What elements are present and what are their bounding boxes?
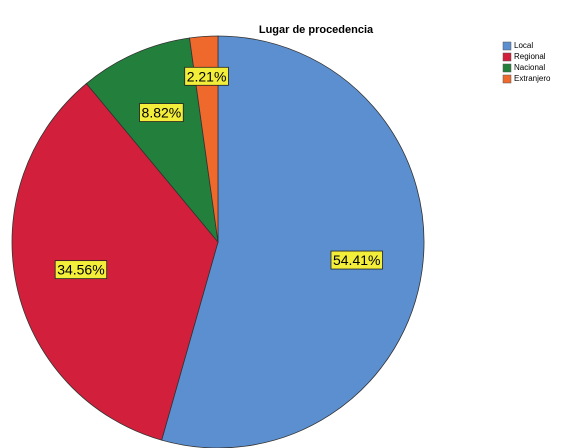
data-label: 34.56% <box>54 260 108 280</box>
pie-slice <box>85 37 219 244</box>
legend-swatch <box>502 74 512 84</box>
legend-label: Extranjero <box>514 74 551 83</box>
legend-label: Regional <box>514 52 546 61</box>
data-label: 2.21% <box>184 66 229 86</box>
legend-swatch <box>502 52 512 62</box>
pie-slice <box>161 35 425 448</box>
data-label-box <box>139 103 184 122</box>
legend-swatch <box>502 63 512 73</box>
data-label-box <box>330 250 383 270</box>
data-label-text: 2.21% <box>187 68 227 84</box>
data-label-box <box>184 66 229 86</box>
data-label-text: 8.82% <box>142 105 182 121</box>
legend-swatch <box>502 41 512 51</box>
data-label-text: 54.41% <box>333 252 380 268</box>
chart-title: Lugar de procedencia <box>259 24 374 36</box>
data-label-box <box>54 260 108 280</box>
data-label: 8.82% <box>139 103 184 122</box>
pie-slice <box>11 82 219 441</box>
legend-label: Local <box>514 41 533 50</box>
data-label: 54.41% <box>330 250 383 270</box>
pie-slice <box>189 35 219 243</box>
legend-label: Nacional <box>514 63 545 72</box>
data-label-text: 34.56% <box>57 262 104 278</box>
